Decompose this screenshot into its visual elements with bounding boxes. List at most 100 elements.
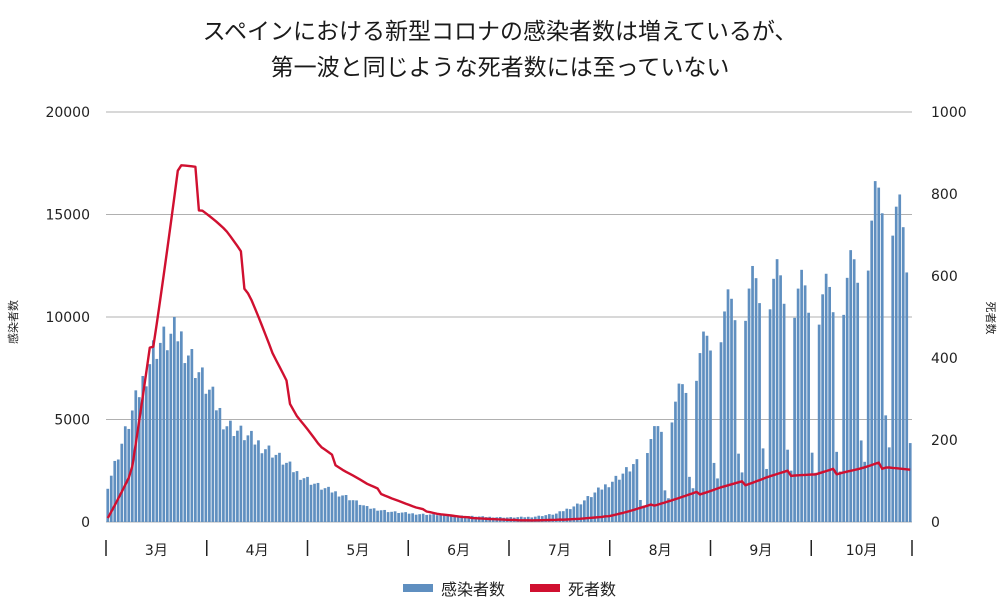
cases-bar [765, 468, 768, 522]
cases-bar [222, 429, 225, 522]
cases-bar [796, 288, 800, 522]
cases-bar [709, 350, 712, 522]
legend-label-deaths: 死者数 [568, 580, 616, 599]
cases-bar [653, 426, 656, 522]
cases-bar [411, 513, 414, 522]
cases-bar [446, 515, 450, 522]
left-tick-label: 5000 [54, 413, 90, 429]
cases-bar [565, 508, 569, 522]
cases-bar [463, 516, 467, 522]
cases-bar [821, 294, 824, 522]
cases-bar [162, 326, 166, 522]
cases-bar [194, 378, 197, 522]
cases-bars [106, 181, 912, 523]
cases-bar [313, 483, 316, 522]
cases-bar [302, 478, 306, 522]
cases-bar [155, 358, 159, 522]
cases-bar [232, 436, 236, 522]
cases-bar [449, 515, 453, 522]
month-label: 5月 [346, 543, 369, 559]
cases-bar [271, 457, 274, 522]
cases-bar [337, 496, 341, 522]
cases-bar [106, 488, 110, 522]
cases-bar [236, 430, 239, 522]
cases-bar [358, 504, 362, 522]
cases-bar [292, 472, 295, 522]
cases-bar [590, 497, 593, 522]
cases-bar [355, 500, 358, 522]
cases-bar [456, 515, 460, 522]
cases-bar [597, 487, 600, 522]
cases-bar [814, 472, 817, 522]
month-label: 8月 [649, 543, 672, 559]
cases-bar [782, 303, 786, 522]
cases-bar [327, 486, 330, 522]
cases-bar [800, 269, 803, 522]
cases-bar [257, 440, 260, 522]
cases-bar [211, 386, 215, 522]
cases-bar [120, 443, 124, 522]
cases-bar [187, 355, 190, 522]
month-label: 6月 [447, 543, 470, 559]
cases-bar [723, 311, 726, 522]
cases-bar [660, 431, 663, 522]
cases-bar [810, 452, 814, 522]
cases-bar [768, 309, 772, 522]
cases-bar [705, 335, 709, 522]
cases-bar [835, 451, 839, 522]
month-label: 7月 [548, 543, 571, 559]
cases-bar [681, 384, 684, 522]
cases-bar [737, 453, 740, 522]
cases-bar [306, 476, 309, 522]
cases-bar [744, 320, 747, 522]
cases-bar [880, 213, 884, 522]
cases-bar [400, 512, 404, 522]
cases-bar [558, 511, 562, 522]
cases-bar [151, 340, 155, 522]
cases-bar [859, 440, 863, 522]
cases-bar [863, 461, 867, 522]
cases-bar [866, 270, 870, 522]
cases-bar [632, 464, 635, 522]
cases-bar [793, 317, 796, 522]
right-tick-label: 400 [931, 351, 958, 367]
cases-bar [670, 422, 674, 522]
cases-bar [642, 505, 646, 522]
cases-bar [568, 509, 572, 522]
cases-bar [369, 508, 372, 522]
cases-bar [243, 440, 246, 522]
cases-bar [684, 392, 688, 522]
cases-bar [758, 303, 761, 522]
left-tick-label: 20000 [45, 105, 90, 121]
cases-bar [344, 495, 348, 522]
legend-label-cases: 感染者数 [441, 580, 505, 599]
cases-bar [172, 316, 176, 522]
cases-bar [432, 514, 436, 522]
cases-bar [845, 277, 849, 522]
cases-bar [179, 331, 183, 522]
cases-bar [537, 515, 541, 522]
left-tick-label: 0 [81, 515, 90, 531]
cases-bar [201, 367, 204, 522]
cases-bar [348, 500, 351, 522]
cases-bar [253, 444, 257, 522]
cases-bar [397, 512, 400, 522]
cases-bar [183, 363, 187, 522]
cases-bar [109, 475, 113, 522]
cases-bar [628, 471, 632, 522]
right-tick-label: 800 [931, 187, 958, 203]
right-tick-label: 0 [931, 515, 940, 531]
legend-swatch-deaths [530, 584, 560, 592]
cases-bar [807, 312, 810, 522]
cases-bar [418, 514, 421, 522]
cases-bar [646, 453, 649, 522]
cases-bar [775, 259, 779, 522]
cases-bar [467, 516, 471, 522]
cases-bar [428, 514, 432, 522]
cases-bar [702, 331, 705, 522]
month-label: 3月 [145, 543, 168, 559]
cases-bar [278, 452, 281, 522]
cases-bar [803, 285, 807, 522]
cases-bar [460, 515, 464, 522]
cases-bar [849, 250, 853, 522]
